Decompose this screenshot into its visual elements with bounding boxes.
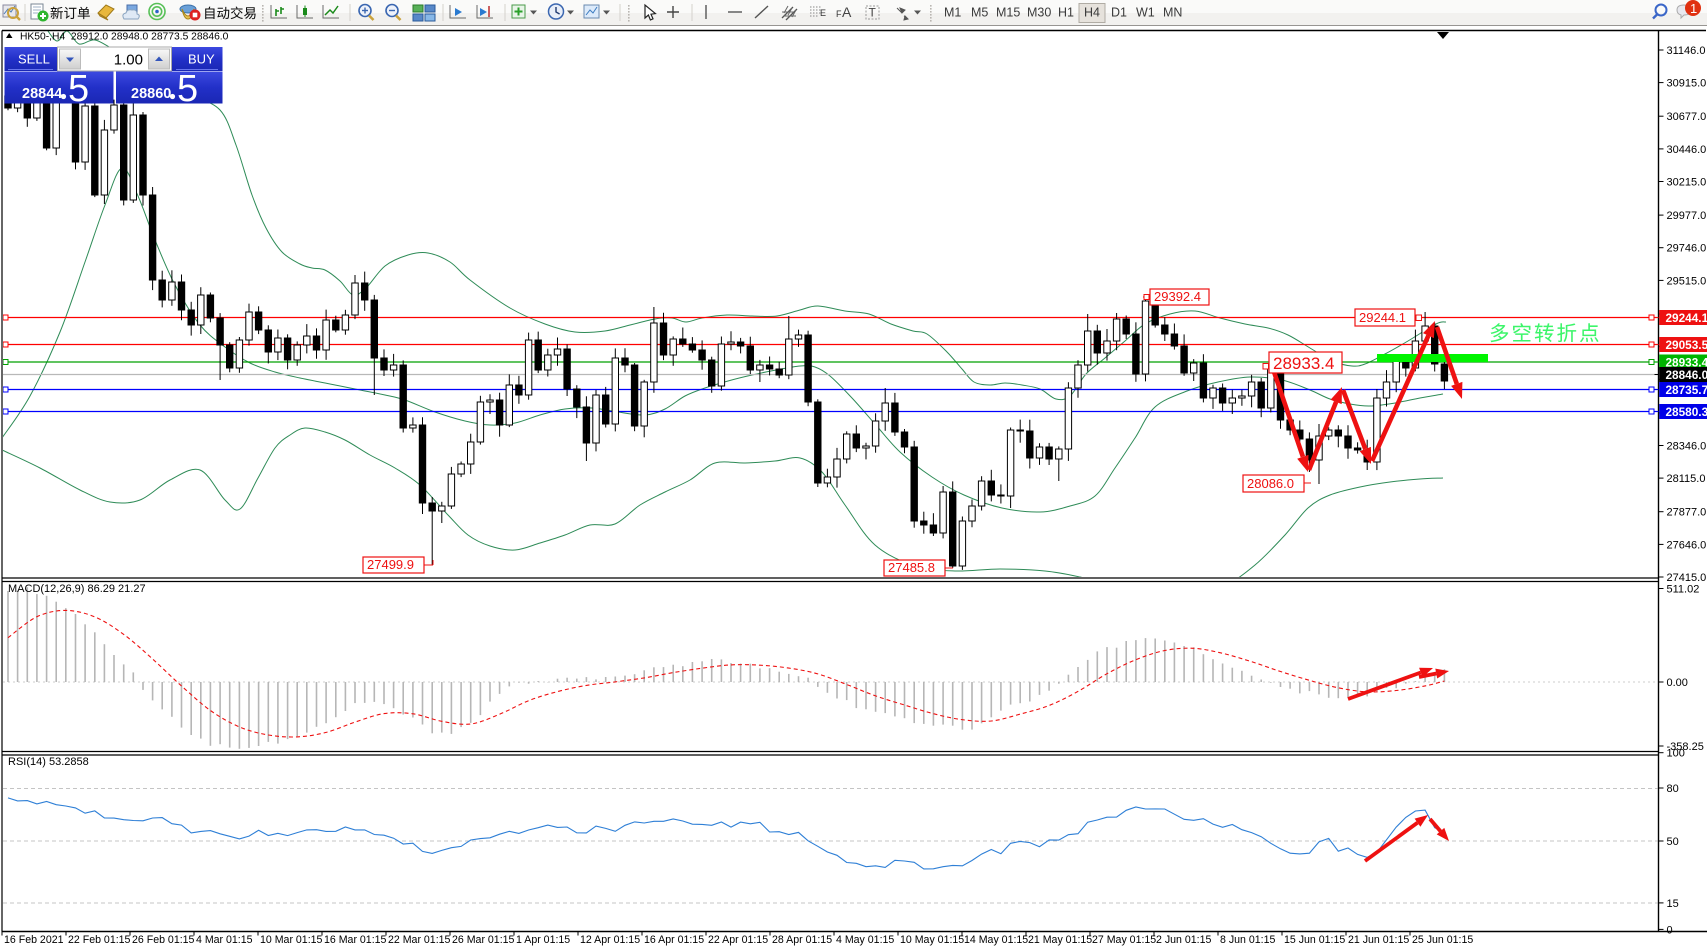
svg-text:RSI(14) 53.2858: RSI(14) 53.2858 <box>8 756 89 768</box>
svg-text:28580.3: 28580.3 <box>1666 405 1707 419</box>
svg-text:21 May 01:15: 21 May 01:15 <box>1028 934 1092 946</box>
svg-text:31146.0: 31146.0 <box>1667 45 1706 57</box>
svg-text:H1: H1 <box>1058 6 1074 20</box>
svg-text:M1: M1 <box>944 6 961 20</box>
svg-text:28346.0: 28346.0 <box>1667 441 1707 453</box>
svg-text:BUY: BUY <box>188 52 215 67</box>
svg-text:80: 80 <box>1667 783 1679 795</box>
svg-text:H4: H4 <box>1084 6 1100 20</box>
svg-text:W1: W1 <box>1136 6 1155 20</box>
svg-text:30215.0: 30215.0 <box>1667 177 1707 189</box>
svg-text:22 Apr 01:15: 22 Apr 01:15 <box>708 934 768 946</box>
svg-text:28860: 28860 <box>131 86 171 102</box>
svg-text:27415.0: 27415.0 <box>1667 572 1707 584</box>
svg-text:29977.0: 29977.0 <box>1667 210 1707 222</box>
svg-text:28844: 28844 <box>22 86 62 102</box>
svg-text:4 Mar 01:15: 4 Mar 01:15 <box>196 934 253 946</box>
svg-text:26 Mar 01:15: 26 Mar 01:15 <box>452 934 515 946</box>
svg-text:511.02: 511.02 <box>1667 584 1700 596</box>
svg-text:16 Apr 01:15: 16 Apr 01:15 <box>644 934 704 946</box>
svg-text:12 Apr 01:15: 12 Apr 01:15 <box>580 934 640 946</box>
svg-text:16 Mar 01:15: 16 Mar 01:15 <box>324 934 387 946</box>
svg-text:27646.0: 27646.0 <box>1667 539 1707 551</box>
svg-text:M5: M5 <box>971 6 988 20</box>
svg-text:25 Jun 01:15: 25 Jun 01:15 <box>1412 934 1473 946</box>
svg-text:28735.7: 28735.7 <box>1666 383 1707 397</box>
svg-text:8 Jun 01:15: 8 Jun 01:15 <box>1220 934 1275 946</box>
svg-text:28086.0: 28086.0 <box>1247 476 1294 491</box>
svg-text:10 Mar 01:15: 10 Mar 01:15 <box>260 934 323 946</box>
svg-text:14 May 01:15: 14 May 01:15 <box>964 934 1028 946</box>
svg-text:SELL: SELL <box>18 52 50 67</box>
svg-text:28115.0: 28115.0 <box>1667 473 1706 485</box>
svg-text:HK50-,H4 28912.0 28948.0 2877: HK50-,H4 28912.0 28948.0 28773.5 28846.0 <box>20 32 229 43</box>
svg-text:-358.25: -358.25 <box>1667 741 1704 753</box>
svg-text:16 Feb 2021: 16 Feb 2021 <box>4 934 64 946</box>
svg-text:F: F <box>836 9 842 19</box>
svg-text:29244.1: 29244.1 <box>1666 311 1707 325</box>
svg-text:27877.0: 27877.0 <box>1667 507 1707 519</box>
svg-text:1: 1 <box>1690 1 1697 16</box>
svg-text:28933.4: 28933.4 <box>1273 354 1334 373</box>
svg-text:5: 5 <box>68 68 89 110</box>
svg-text:M30: M30 <box>1027 6 1051 20</box>
svg-text:MACD(12,26,9) 86.29 21.27: MACD(12,26,9) 86.29 21.27 <box>8 583 146 595</box>
svg-text:10 May 01:15: 10 May 01:15 <box>900 934 964 946</box>
svg-text:29392.4: 29392.4 <box>1154 289 1201 304</box>
svg-text:28 Apr 01:15: 28 Apr 01:15 <box>772 934 832 946</box>
svg-text:0: 0 <box>1667 924 1673 936</box>
svg-text:A: A <box>842 4 852 20</box>
svg-text:29244.1: 29244.1 <box>1359 310 1406 325</box>
svg-text:22 Mar 01:15: 22 Mar 01:15 <box>388 934 451 946</box>
svg-text:27485.8: 27485.8 <box>888 560 935 575</box>
svg-text:0.00: 0.00 <box>1667 677 1688 689</box>
svg-text:MN: MN <box>1163 6 1182 20</box>
svg-text:E: E <box>820 8 826 18</box>
svg-text:15: 15 <box>1667 898 1679 910</box>
svg-text:27499.9: 27499.9 <box>367 557 414 572</box>
svg-text:M15: M15 <box>996 6 1020 20</box>
svg-text:27 May 01:15: 27 May 01:15 <box>1092 934 1156 946</box>
svg-text:30915.0: 30915.0 <box>1667 78 1707 90</box>
svg-text:D1: D1 <box>1111 6 1127 20</box>
svg-text:22 Feb 01:15: 22 Feb 01:15 <box>68 934 131 946</box>
svg-text:29515.0: 29515.0 <box>1667 275 1707 287</box>
svg-text:2 Jun 01:15: 2 Jun 01:15 <box>1156 934 1211 946</box>
svg-text:1.00: 1.00 <box>114 52 143 69</box>
svg-text:100: 100 <box>1667 748 1685 760</box>
svg-text:5: 5 <box>177 68 198 110</box>
svg-text:21 Jun 01:15: 21 Jun 01:15 <box>1348 934 1409 946</box>
svg-text:28846.0: 28846.0 <box>1666 368 1707 382</box>
svg-text:15 Jun 01:15: 15 Jun 01:15 <box>1284 934 1345 946</box>
svg-text:30677.0: 30677.0 <box>1667 111 1707 123</box>
svg-text:T: T <box>869 6 877 20</box>
svg-text:50: 50 <box>1667 836 1679 848</box>
svg-text:1 Apr 01:15: 1 Apr 01:15 <box>516 934 570 946</box>
svg-text:4 May 01:15: 4 May 01:15 <box>836 934 894 946</box>
svg-text:26 Feb 01:15: 26 Feb 01:15 <box>132 934 195 946</box>
svg-text:30446.0: 30446.0 <box>1667 144 1707 156</box>
svg-text:28933.4: 28933.4 <box>1666 356 1707 370</box>
svg-text:29746.0: 29746.0 <box>1667 243 1707 255</box>
svg-text:29053.5: 29053.5 <box>1666 338 1707 352</box>
